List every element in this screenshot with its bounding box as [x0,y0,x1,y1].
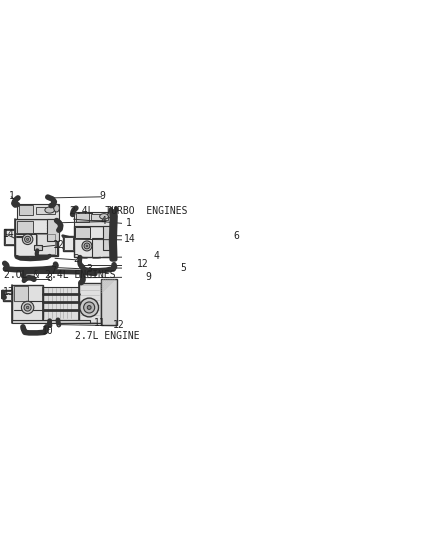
Ellipse shape [65,239,67,240]
Text: 4: 4 [101,216,106,226]
Ellipse shape [65,246,67,247]
Ellipse shape [6,236,7,237]
Ellipse shape [63,237,64,238]
Ellipse shape [26,306,29,309]
Ellipse shape [73,248,74,249]
Text: 14: 14 [124,235,136,244]
Ellipse shape [25,236,31,243]
Ellipse shape [80,298,99,317]
Bar [91,214,108,220]
Bar [36,233,57,255]
Bar [92,238,110,257]
Ellipse shape [6,232,7,233]
Text: 2.7L ENGINE: 2.7L ENGINE [75,331,140,341]
Ellipse shape [6,239,7,241]
Ellipse shape [108,211,113,218]
Bar [12,285,43,321]
Bar [14,286,28,302]
Text: 5: 5 [180,263,186,273]
Text: 8: 8 [47,273,53,283]
Ellipse shape [87,305,91,310]
Bar [74,225,112,257]
Text: 3: 3 [86,264,92,273]
Ellipse shape [5,241,6,242]
Text: 12: 12 [113,320,125,330]
Text: 12: 12 [53,240,64,250]
Bar [77,213,89,222]
Ellipse shape [73,237,74,238]
Bar [17,204,60,219]
Text: 4: 4 [153,252,159,261]
Bar [12,320,90,323]
Bar [4,290,11,300]
Ellipse shape [84,243,90,249]
Ellipse shape [45,207,54,213]
Text: 10: 10 [42,326,54,336]
Bar [15,219,58,256]
Text: 2.4L  TURBO  ENGINES: 2.4L TURBO ENGINES [70,206,187,216]
Bar [103,225,112,250]
Ellipse shape [27,238,29,240]
Ellipse shape [5,230,6,231]
Bar [101,279,117,326]
Ellipse shape [22,234,33,245]
Ellipse shape [82,241,92,251]
Text: 7: 7 [50,266,57,276]
Text: 11: 11 [94,318,106,328]
Bar [36,207,55,214]
Text: 13: 13 [3,287,14,297]
Bar [14,286,28,302]
Bar [64,237,73,250]
Bar [4,229,15,245]
Ellipse shape [84,302,95,313]
Text: 1: 1 [9,191,15,201]
Text: 12: 12 [137,259,148,269]
Text: 1: 1 [126,219,131,228]
Text: 14: 14 [3,229,14,239]
Text: 6: 6 [233,231,239,241]
Ellipse shape [100,214,109,219]
Ellipse shape [58,325,60,327]
Text: 9: 9 [145,272,151,281]
Bar [17,221,33,233]
Bar [37,235,55,254]
Bar [75,227,90,238]
Ellipse shape [63,248,64,249]
Text: 2: 2 [73,254,79,264]
Bar [34,245,42,251]
Bar [17,221,33,233]
Bar [63,236,74,251]
Ellipse shape [49,325,51,327]
Bar [3,289,12,301]
Bar [43,287,79,320]
Ellipse shape [24,304,31,311]
Bar [47,219,60,241]
Bar [74,212,112,225]
Ellipse shape [86,245,88,247]
Bar [79,282,101,322]
Bar [19,205,33,215]
Ellipse shape [21,301,34,314]
Text: 2.OL & 2.4L ENGINES: 2.OL & 2.4L ENGINES [4,270,115,280]
Ellipse shape [65,242,67,244]
Bar [5,230,14,244]
Text: 9: 9 [99,191,105,201]
Ellipse shape [54,204,60,212]
